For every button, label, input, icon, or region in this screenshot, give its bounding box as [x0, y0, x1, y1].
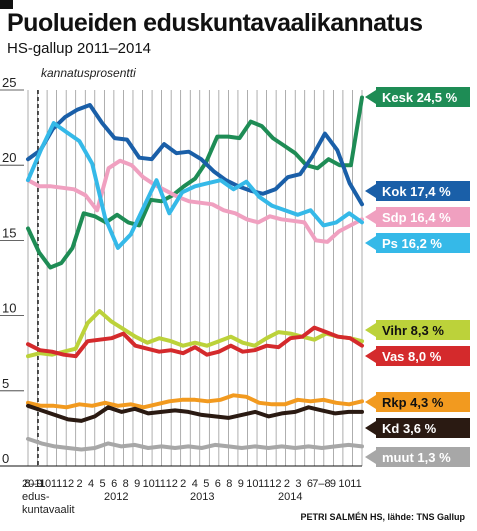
x-tick-label: 2: [284, 478, 290, 490]
series-label-text: Rkp 4,3 %: [382, 395, 444, 410]
x-tick-label: 11: [350, 478, 361, 490]
source-credit: PETRI SALMÉN HS, lähde: TNS Gallup: [300, 512, 465, 522]
year-label: 2014: [278, 491, 302, 503]
chart-title: Puolueiden eduskuntavaalikannatus: [7, 9, 423, 37]
series-line-sdp: [26, 158, 364, 244]
series-label-vihr: Vihr 8,3 %: [365, 320, 470, 340]
x-tick-label: 6: [111, 478, 117, 490]
y-tick-label: 20: [2, 150, 16, 165]
chart-subtitle: HS-gallup 2011–2014: [7, 40, 152, 57]
series-line-vas: [26, 325, 364, 359]
series-line-kok: [26, 103, 364, 207]
x-tick-label: 4: [88, 478, 94, 490]
x-tick-label: 12: [166, 478, 178, 490]
series-labels: Kesk 24,5 % Kok 17,4 % Sdp 16,4 % Ps 16,2 %…: [365, 87, 470, 467]
series-label-text: Vas 8,0 %: [382, 349, 442, 364]
x-tick-label: 8–9: [24, 478, 42, 490]
x-tick-label: 7–8: [312, 478, 330, 490]
x-tick-label: 2011: [22, 478, 46, 490]
x-tick-label: 6: [215, 478, 221, 490]
x-tick-label: 11: [154, 478, 165, 490]
series-lines: [26, 95, 364, 452]
y-tick-label: 15: [2, 225, 16, 240]
series-line-muut: [26, 436, 364, 452]
series-label-muut: muut 1,3 %: [365, 447, 470, 467]
x-tick-label: 9: [134, 478, 140, 490]
x-tick-label: 8: [226, 478, 232, 490]
x-tick-label: 11: [51, 478, 62, 490]
year-label: 2013: [190, 491, 214, 503]
x-tick-label: 4: [192, 478, 198, 490]
series-label-text: Sdp 16,4 %: [382, 210, 451, 225]
series-label-text: Kesk 24,5 %: [382, 90, 458, 105]
year-label: 2012: [104, 491, 128, 503]
series-label-vas: Vas 8,0 %: [365, 346, 470, 366]
series-label-rkp: Rkp 4,3 %: [365, 392, 470, 412]
series-label-kok: Kok 17,4 %: [365, 181, 470, 201]
series-label-ps: Ps 16,2 %: [365, 233, 470, 253]
y-tick-label: 10: [2, 301, 16, 316]
x-tick-label: 5: [203, 478, 209, 490]
x-tick-label: 12: [269, 478, 281, 490]
corner-mark: [0, 0, 13, 9]
x-tick-label: 9: [330, 478, 336, 490]
y-tick-label: 0: [2, 451, 9, 466]
year-label-sub: kuntavaalit: [22, 504, 75, 516]
x-tick-label: 3: [295, 478, 301, 490]
series-label-text: Kd 3,6 %: [382, 421, 437, 436]
x-tick-label: 11: [258, 478, 269, 490]
series-line-kd: [26, 403, 364, 423]
y-tick-label: 5: [2, 376, 9, 391]
series-line-ps: [26, 121, 364, 250]
series-line-rkp: [26, 393, 364, 410]
x-tick-label: 2: [180, 478, 186, 490]
y-axis-label: kannatusprosentti: [41, 66, 136, 80]
x-tick-label: 8: [123, 478, 129, 490]
x-tick-label: 9: [238, 478, 244, 490]
x-tick-label: 10: [39, 478, 51, 490]
x-tick-label: 5: [100, 478, 106, 490]
x-tick-label: 10: [246, 478, 258, 490]
series-line-kesk: [26, 95, 364, 270]
series-label-kesk: Kesk 24,5 %: [365, 87, 470, 107]
y-tick-label: 25: [2, 75, 16, 90]
series-line-vihr: [26, 309, 364, 359]
x-tick-label: 10: [143, 478, 155, 490]
x-tick-label: 12: [62, 478, 74, 490]
series-label-text: Kok 17,4 %: [382, 184, 451, 199]
series-label-text: Vihr 8,3 %: [382, 323, 444, 338]
x-tick-label: 2: [77, 478, 83, 490]
series-label-text: muut 1,3 %: [382, 450, 451, 465]
x-tick-label: 10: [338, 478, 350, 490]
series-label-sdp: Sdp 16,4 %: [365, 207, 470, 227]
year-label: edus-: [22, 491, 50, 503]
series-label-text: Ps 16,2 %: [382, 236, 442, 251]
series-label-kd: Kd 3,6 %: [365, 418, 470, 438]
x-tick-label: 6: [307, 478, 313, 490]
